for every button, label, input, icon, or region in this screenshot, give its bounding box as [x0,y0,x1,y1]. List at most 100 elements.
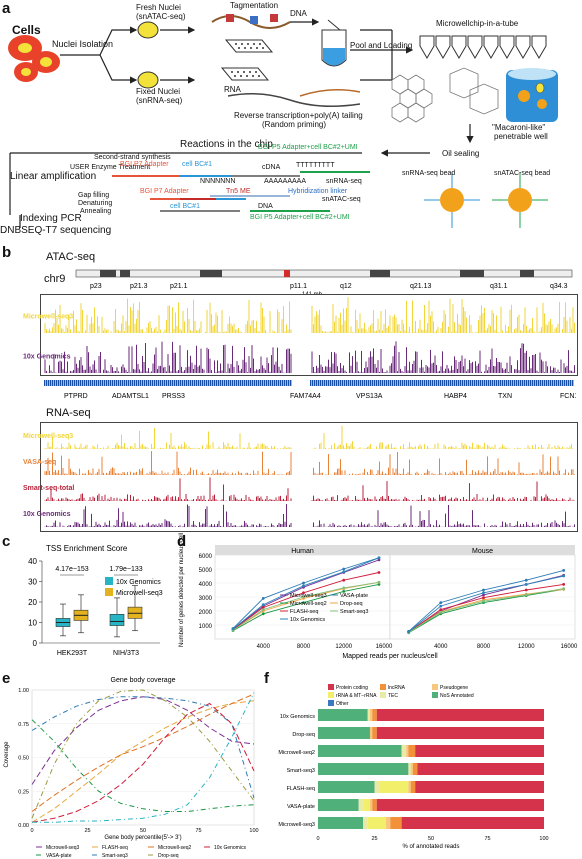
series-point [302,595,305,599]
label-bgi-p5-1: BGI P5 Adapter+cell BC#2+UMI [258,144,358,151]
gene-mark [124,380,126,386]
gene-mark [224,380,226,386]
legend-label: Other [336,701,349,707]
x-tick-label: 75 [484,836,490,842]
gene-mark [54,380,56,386]
label-tagmentation: Tagmentation [230,1,279,10]
label-denaturing: Denaturing [78,200,113,207]
coverage-line [31,696,255,785]
gene-mark [184,380,186,386]
gene-mark [330,380,332,386]
band-label: q12 [340,283,352,290]
gene-mark [62,380,64,386]
stack-segment [410,763,413,775]
annotated-reads-chart: Protein coding lncRNA Pseudogene rRNA & MT−… [278,684,549,850]
gene-mark [48,380,50,386]
gene-mark [416,380,418,386]
gene-mark [68,380,70,386]
label-rt-1: Reverse transcription+poly(A) tailing [234,111,363,120]
gene-mark [348,380,350,386]
gene-mark [164,380,166,386]
stack-segment [408,781,411,793]
gene-mark [524,380,526,386]
gene-mark [256,380,258,386]
gene-mark [496,380,498,386]
gene-mark [222,380,224,386]
gene-mark [160,380,162,386]
gene-mark [546,380,548,386]
gene-mark [480,380,482,386]
gene-body-coverage-chart: Gene body coverage 0.00 0.25 0.50 0.75 1.00 0 2… [4,677,259,859]
band-label: p21.3 [130,283,148,290]
y-axis-label: Number of genes detected per nucleus/cel… [179,533,185,647]
label-snatac-seq: snATAC-seq [322,196,361,203]
label-macaroni-2: penetrable well [494,132,548,141]
track-label: VASA-seq [23,459,56,466]
y-tick-label: 10 [28,619,37,628]
y-tick-label: 0.75 [18,722,29,728]
gene-mark [144,380,146,386]
series-point [377,583,381,586]
gene-mark [204,380,206,386]
series-point [377,556,381,560]
panel-b-letter: b [2,244,12,261]
stack-segment [369,799,373,811]
label-rna: RNA [224,85,241,94]
stack-segment [318,745,402,757]
series-point [342,590,346,593]
gene-mark [178,380,180,386]
band-label: p23 [90,283,102,290]
x-axis-label: % of annotated reads [402,844,459,850]
x-tick-label: 8000 [297,644,311,650]
gene-mark [280,380,282,386]
panel-f-letter: f [264,670,269,687]
gene-mark [284,380,286,386]
gene-mark [384,380,386,386]
legend-label: FLASH-seq [102,845,128,851]
series-point [261,597,265,600]
gene-mark [234,380,236,386]
gene-mark [192,380,194,386]
x-tick-label: 100 [539,836,548,842]
y-tick-label: 5000 [199,568,213,574]
gene-mark [334,380,336,386]
box [109,614,125,626]
gene-mark [166,380,168,386]
series-point [439,604,443,608]
series-point [377,580,381,584]
series-point [261,612,265,616]
stack-segment [374,781,380,793]
series-point [482,596,485,600]
gene-mark [452,380,454,386]
gene-mark [128,380,130,386]
gene-mark [168,380,170,386]
stack-segment [376,799,544,811]
gene-mark [236,380,238,386]
band-block [520,270,534,277]
chromosome-bar [75,269,573,278]
label-snatac-bead: snATAC-seq bead [494,170,551,177]
gene-mark [266,380,268,386]
gene-mark [78,380,80,386]
gene-mark [250,380,252,386]
gene-mark [52,380,54,386]
label-snrna-bead: snRNA-seq bead [402,170,456,177]
category-label: Microwell-seq2 [278,750,315,756]
gene-mark [272,380,274,386]
bead-snrna [424,172,480,228]
gene-mark [232,380,234,386]
gene-mark [464,380,466,386]
gene-mark [88,380,90,386]
gene-mark [470,380,472,386]
atac-title: ATAC-seq [46,251,96,263]
gene-mark [198,380,200,386]
series-point [524,588,528,592]
stack-segment [385,817,391,829]
gene-mark [152,380,154,386]
gene-mark [388,380,390,386]
microwell-tubes [419,35,547,59]
series-point [524,578,528,582]
label-snrna-seq: snRNA-seq [326,178,362,185]
panel-d: d Number of genes detected per nucleus/c… [175,533,582,663]
gene-mark [448,380,450,386]
